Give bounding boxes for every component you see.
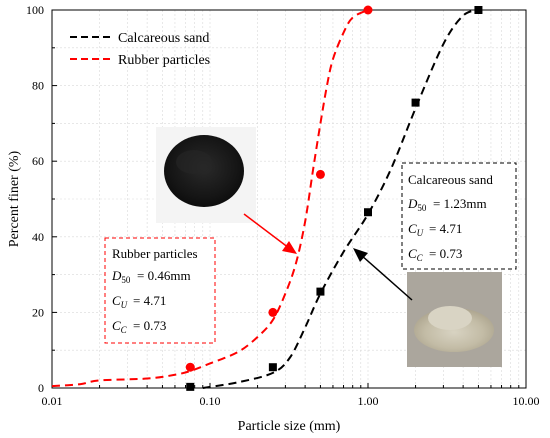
y-tick-label: 60 [32,154,44,168]
sand-cu-value: = 4.71 [429,221,462,236]
data-point-calcareous-sand [411,98,420,107]
y-tick-label: 80 [32,79,44,93]
y-axis: 0 20 40 60 80 100 [26,3,57,395]
series-layer [51,5,483,391]
sand-d50-value: = 1.23mm [433,196,487,211]
data-point-rubber-particles [268,307,278,317]
data-point-calcareous-sand [364,208,372,217]
data-point-calcareous-sand [186,382,195,391]
x-axis: 0.01 0.10 1.00 10.00 [42,383,540,408]
y-tick-label: 20 [32,305,44,319]
x-tick-label: 0.10 [200,394,221,408]
y-tick-label: 100 [26,3,44,17]
data-point-calcareous-sand [268,363,277,372]
y-tick-label: 40 [32,230,44,244]
data-point-calcareous-sand [316,287,325,296]
data-point-rubber-particles [363,5,373,15]
sand-arrow [353,248,413,301]
x-tick-label: 1.00 [358,394,379,408]
rubber-d50-value: = 0.46mm [137,268,191,283]
sand-cc-value: = 0.73 [429,246,462,261]
rubber-cu-value: = 4.71 [133,293,166,308]
x-tick-label: 10.00 [513,394,540,408]
rubber-d50-label: D50 [111,268,131,285]
rubber-cc-value: = 0.73 [133,318,166,333]
y-tick-label: 0 [38,381,44,395]
sand-box-title: Calcareous sand [408,172,493,187]
legend-label-calcareous: Calcareous sand [118,31,209,46]
x-axis-label: Particle size (mm) [238,419,341,434]
data-point-rubber-particles [185,362,195,372]
legend: Calcareous sand Rubber particles [70,31,210,68]
series-line-calcareous-sand [202,9,479,389]
sand-info-box: Calcareous sand D50 = 1.23mm CU = 4.71 C… [401,162,517,270]
data-point-rubber-particles [315,169,325,179]
sand-cu-label: CU [408,221,424,238]
legend-label-rubber: Rubber particles [118,53,210,68]
rubber-box-title: Rubber particles [112,246,198,261]
rubber-cc-label: CC [112,318,128,335]
sand-photo [407,272,502,367]
sand-d50-label: D50 [407,196,427,213]
rubber-info-box: Rubber particles D50 = 0.46mm CU = 4.71 … [104,237,216,344]
y-axis-label: Percent finer (%) [7,150,22,247]
rubber-arrow [243,213,297,254]
x-tick-label: 0.01 [42,394,63,408]
rubber-cu-label: CU [112,293,128,310]
series-line-rubber-particles [51,9,369,388]
rubber-photo [156,127,256,223]
data-point-calcareous-sand [474,6,483,14]
sand-cc-label: CC [408,246,424,263]
